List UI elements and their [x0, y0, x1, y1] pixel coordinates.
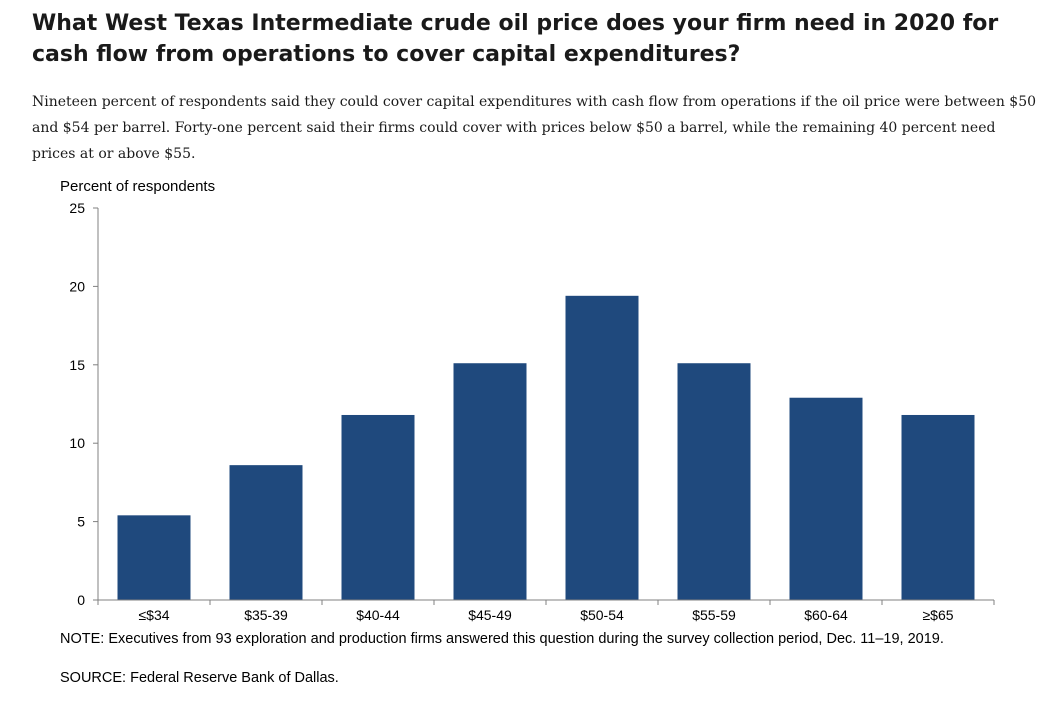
chart-title: What West Texas Intermediate crude oil p…	[32, 11, 999, 67]
y-tick-label: 25	[69, 200, 85, 216]
bar	[229, 465, 303, 600]
chart-note: NOTE: Executives from 93 exploration and…	[60, 631, 944, 647]
bar	[565, 295, 639, 600]
bar	[677, 363, 751, 600]
bar	[341, 414, 415, 600]
y-tick-label: 10	[69, 435, 85, 451]
bar	[789, 397, 863, 600]
y-tick-label: 5	[77, 514, 85, 530]
bar-chart: 0 5 10 15 20 25 ≤$34 $35-39 $40-44 $45-49 $50-54 $…	[69, 200, 995, 623]
bar	[117, 515, 191, 600]
x-tick-label: $60-64	[804, 607, 848, 623]
x-tick-label: $45-49	[468, 607, 512, 623]
y-ticks-group: 0 5 10 15 20 25	[69, 200, 99, 608]
y-tick-label: 20	[69, 278, 85, 294]
bars-group	[117, 295, 975, 600]
x-tick-label: $55-59	[692, 607, 736, 623]
x-tick-label: $35-39	[244, 607, 288, 623]
bar	[901, 414, 975, 600]
x-tick-label: $40-44	[356, 607, 400, 623]
y-tick-label: 15	[69, 357, 85, 373]
y-tick-label: 0	[77, 592, 85, 608]
bar	[453, 363, 527, 600]
chart-source: SOURCE: Federal Reserve Bank of Dallas.	[60, 670, 339, 686]
x-tick-label: ≥$65	[922, 607, 953, 623]
x-axis-group: ≤$34 $35-39 $40-44 $45-49 $50-54 $55-59 $60-64…	[97, 599, 995, 623]
x-tick-label: $50-54	[580, 607, 624, 623]
x-tick-label: ≤$34	[138, 607, 169, 623]
chart-subtitle: Nineteen percent of respondents said the…	[32, 94, 1037, 162]
y-axis-label: Percent of respondents	[60, 178, 216, 195]
